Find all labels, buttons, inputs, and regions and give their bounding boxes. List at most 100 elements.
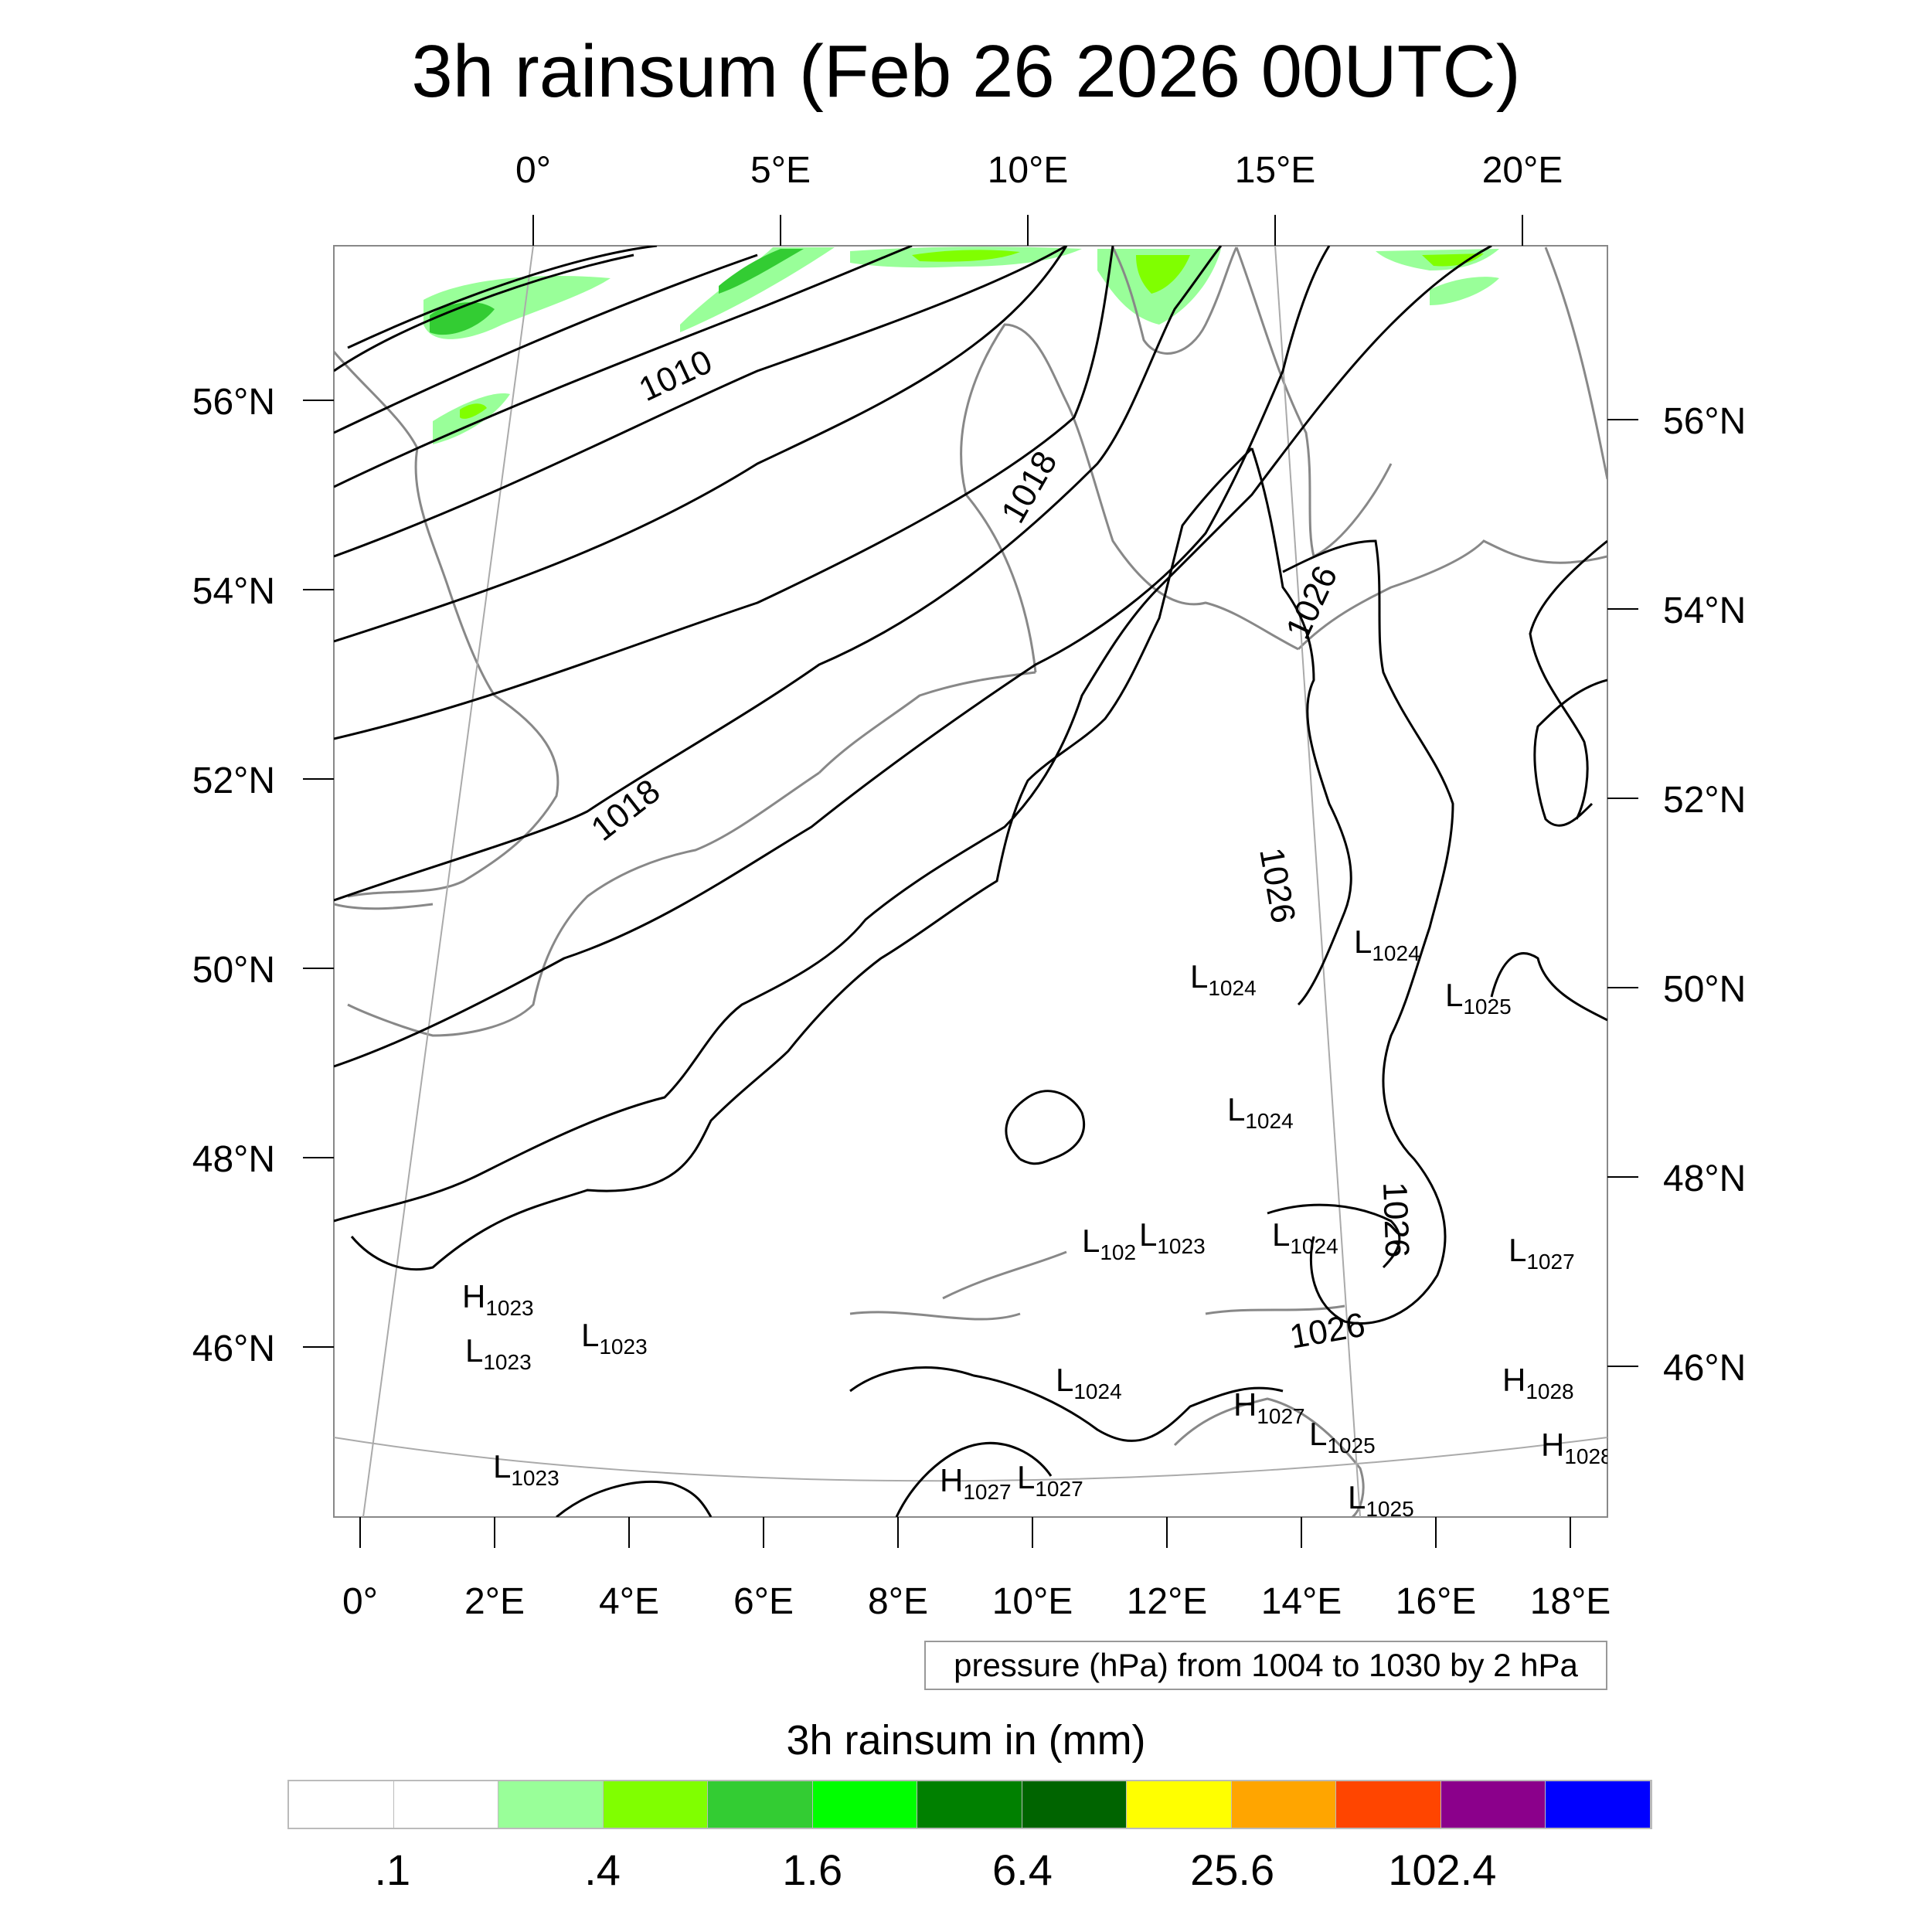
colorbar-cell — [1336, 1781, 1441, 1828]
top-ticks — [532, 215, 1523, 246]
isobar-line — [334, 246, 1068, 643]
rain-area — [1136, 255, 1190, 294]
lon-label: 6°E — [733, 1581, 794, 1622]
isobar-line — [1282, 539, 1454, 1325]
lon-label: 10°E — [992, 1581, 1073, 1622]
pressure-center: L102 — [1082, 1223, 1136, 1264]
coastline-finland — [1544, 247, 1607, 480]
lon-label: 14°E — [1261, 1581, 1342, 1622]
top-lon-labels: 0° 5°E 10°E 15°E 20°E — [515, 150, 1563, 191]
lon-label: 20°E — [1482, 150, 1563, 191]
lon-label: 8°E — [868, 1581, 928, 1622]
rain-area — [912, 250, 1020, 262]
lat-label: 56°N — [192, 382, 275, 423]
colorbar-title: 3h rainsum in (mm) — [786, 1717, 1146, 1764]
colorbar-label: 6.4 — [992, 1845, 1053, 1894]
isobar-line — [1533, 679, 1607, 827]
colorbar-cell — [289, 1781, 394, 1828]
isobars — [334, 246, 1607, 1517]
coastline-sweden — [1235, 247, 1393, 559]
isobar-line — [334, 253, 634, 372]
isobar-line — [334, 246, 913, 488]
lon-label: 16°E — [1396, 1581, 1477, 1622]
isobar-line — [347, 246, 658, 349]
pressure-info-box: pressure (hPa) from 1004 to 1030 by 2 hP… — [924, 1641, 1607, 1690]
isobar-line — [334, 246, 1331, 1068]
rain-area — [680, 247, 835, 332]
rain-area — [430, 302, 495, 335]
pressure-center: L1024 — [1227, 1091, 1294, 1133]
rain-area — [1430, 277, 1499, 305]
lat-label: 54°N — [192, 571, 275, 612]
left-ticks — [303, 400, 334, 1348]
lon-label: 5°E — [750, 150, 811, 191]
colorbar-cell — [1127, 1781, 1232, 1828]
colorbar-label: .1 — [374, 1845, 411, 1894]
lat-label: 48°N — [1663, 1158, 1746, 1199]
pressure-center: L1023 — [1139, 1216, 1206, 1258]
colorbar-cell — [1231, 1781, 1337, 1828]
lat-label: 54°N — [1663, 590, 1746, 631]
rain-area — [719, 249, 804, 294]
pressure-center: L1023 — [465, 1332, 532, 1374]
isobar-line — [350, 447, 1253, 1271]
pressure-center: L1023 — [493, 1448, 560, 1490]
bottom-lon-labels: 0° 2°E 4°E 6°E 8°E 10°E 12°E 14°E 16°E 1… — [342, 1581, 1611, 1622]
pressure-center: L1024 — [1190, 958, 1257, 1000]
lat-label: 52°N — [1663, 780, 1746, 821]
colorbar-cell — [1546, 1781, 1651, 1828]
isobar-line — [1005, 1090, 1086, 1165]
pressure-center: L1025 — [1309, 1416, 1376, 1458]
coastline-continent — [347, 771, 820, 1037]
lat-label: 48°N — [192, 1139, 275, 1180]
lat-label: 50°N — [192, 950, 275, 991]
isobar-line — [334, 246, 1492, 1223]
pressure-center: L1024 — [1056, 1362, 1122, 1403]
coastline-denmark — [960, 323, 1299, 673]
pressure-centers: L1024 L1024 L1025 L1024 L102 L1023 L1024… — [462, 923, 1613, 1517]
lat-label: 52°N — [192, 760, 275, 801]
colorbar-cell — [1440, 1781, 1546, 1828]
lat-label: 46°N — [1663, 1348, 1746, 1389]
colorbar-cell — [603, 1781, 709, 1828]
right-lat-labels: 56°N 54°N 52°N 50°N 48°N 46°N — [1663, 401, 1746, 1389]
lon-label: 0° — [515, 150, 551, 191]
lat-label: 50°N — [1663, 969, 1746, 1010]
isobar-line — [1267, 1203, 1401, 1269]
meridian-15e — [1274, 246, 1361, 1517]
colorbar — [287, 1780, 1652, 1829]
colorbar-cell — [708, 1781, 813, 1828]
graticule — [334, 246, 1607, 1517]
lat-label: 46°N — [192, 1328, 275, 1369]
isobar-line — [1490, 952, 1607, 1022]
isobar-line — [334, 246, 1067, 558]
pressure-center: H1028 — [1541, 1427, 1613, 1468]
colorbar-cell — [917, 1781, 1022, 1828]
pressure-center: H1023 — [462, 1278, 534, 1320]
pressure-center: H1028 — [1502, 1362, 1574, 1403]
colorbar-labels: .1 .4 1.6 6.4 25.6 102.4 — [287, 1845, 1652, 1900]
isobar-line — [895, 1441, 1053, 1517]
isobar-line — [334, 253, 758, 434]
pressure-center: H1027 — [1233, 1386, 1305, 1428]
lat-label: 56°N — [1663, 401, 1746, 442]
isobar-line — [849, 1366, 1284, 1442]
bottom-ticks — [359, 1517, 1571, 1548]
lon-label: 4°E — [599, 1581, 659, 1622]
colorbar-label: 102.4 — [1388, 1845, 1497, 1894]
lon-label: 2°E — [464, 1581, 525, 1622]
pressure-center: L1023 — [581, 1317, 648, 1359]
pressure-center: L1024 — [1354, 923, 1420, 965]
colorbar-label: .4 — [584, 1845, 621, 1894]
isobar-line — [1529, 539, 1607, 820]
coastline-baltic — [1297, 539, 1607, 651]
rain-area — [460, 403, 487, 419]
pressure-center: L1027 — [1509, 1232, 1575, 1274]
colorbar-cell — [498, 1781, 604, 1828]
rain-areas — [423, 247, 1499, 444]
isobar-line — [556, 1480, 713, 1517]
meridian-0 — [362, 246, 534, 1517]
lon-label: 15°E — [1235, 150, 1316, 191]
map-title: 3h rainsum (Feb 26 2026 00UTC) — [411, 30, 1521, 113]
